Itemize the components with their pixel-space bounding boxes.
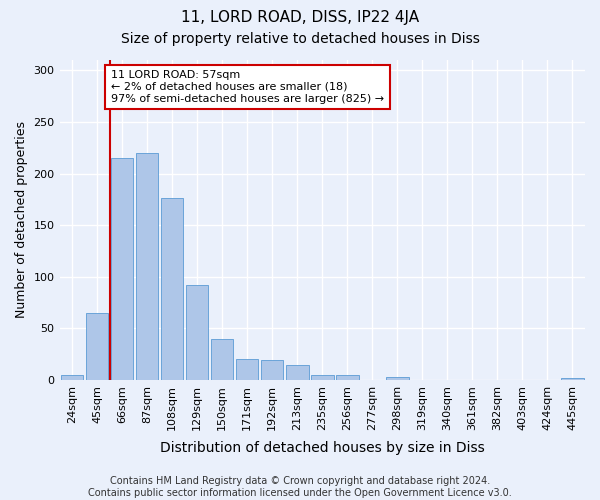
- Bar: [61, 374, 83, 380]
- Bar: [86, 313, 109, 380]
- Text: 11, LORD ROAD, DISS, IP22 4JA: 11, LORD ROAD, DISS, IP22 4JA: [181, 10, 419, 25]
- Bar: [311, 374, 334, 380]
- Bar: [236, 360, 259, 380]
- Bar: [186, 285, 208, 380]
- Bar: [211, 338, 233, 380]
- Bar: [336, 374, 359, 380]
- Bar: [561, 378, 584, 380]
- Text: 11 LORD ROAD: 57sqm
← 2% of detached houses are smaller (18)
97% of semi-detache: 11 LORD ROAD: 57sqm ← 2% of detached hou…: [111, 70, 384, 104]
- Bar: [386, 377, 409, 380]
- Text: Size of property relative to detached houses in Diss: Size of property relative to detached ho…: [121, 32, 479, 46]
- Text: Contains HM Land Registry data © Crown copyright and database right 2024.
Contai: Contains HM Land Registry data © Crown c…: [88, 476, 512, 498]
- Y-axis label: Number of detached properties: Number of detached properties: [15, 122, 28, 318]
- Bar: [161, 198, 184, 380]
- Bar: [136, 153, 158, 380]
- Bar: [111, 158, 133, 380]
- Bar: [286, 366, 308, 380]
- X-axis label: Distribution of detached houses by size in Diss: Distribution of detached houses by size …: [160, 441, 485, 455]
- Bar: [261, 360, 283, 380]
